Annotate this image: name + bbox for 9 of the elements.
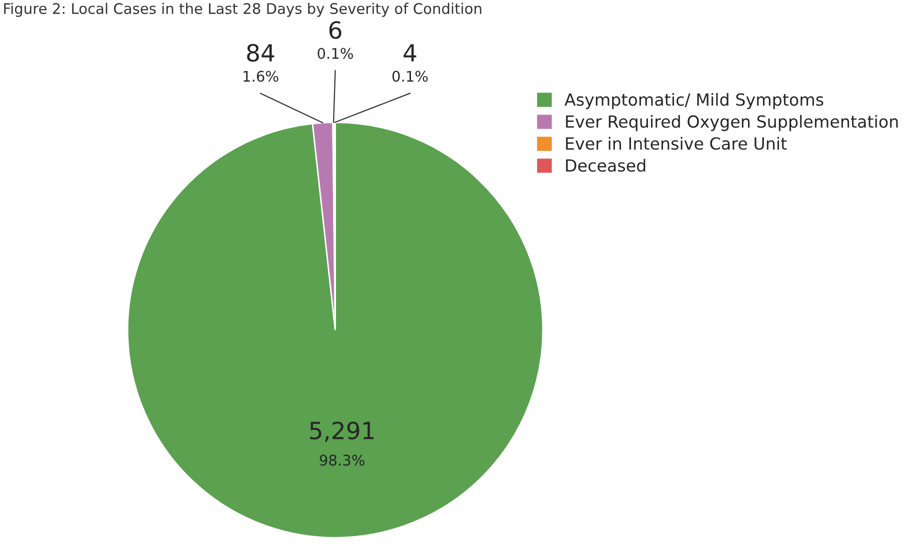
data-label: 6 0.1% — [318, 21, 353, 59]
legend-label: Ever in Intensive Care Unit — [566, 136, 787, 150]
data-label: 4 0.1% — [392, 44, 428, 82]
legend-label: Deceased — [566, 158, 646, 172]
legend-label: Asymptomatic/ Mild Symptoms — [564, 92, 824, 110]
chart-title: Figure 2: Local Cases in the Last 28 Days by Severity of Condition — [4, 2, 482, 17]
data-label: 5,291 98.3% — [310, 422, 374, 466]
data-label: 84 1.6% — [244, 44, 278, 82]
legend-label: Ever Required Oxygen Supplementation — [566, 114, 898, 132]
